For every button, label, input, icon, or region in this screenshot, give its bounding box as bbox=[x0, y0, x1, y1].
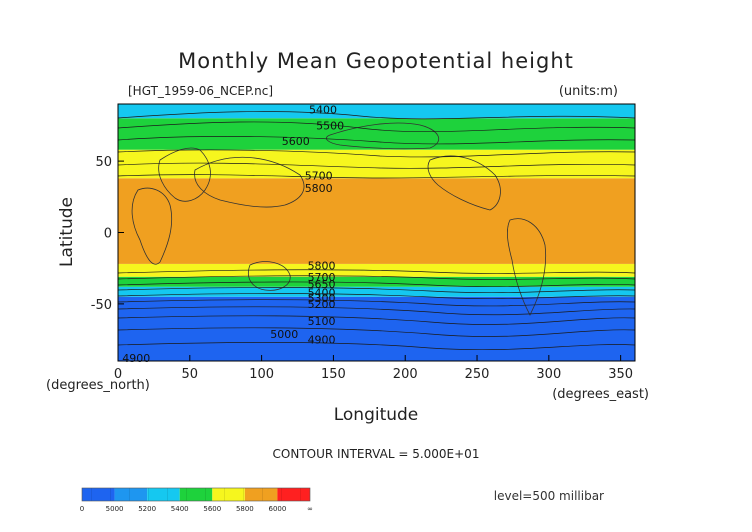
contour-label-14: 4900 bbox=[122, 352, 150, 365]
contour-label-6: 5700 bbox=[308, 271, 336, 284]
color-band-5 bbox=[118, 149, 635, 179]
color-band-2 bbox=[118, 276, 635, 287]
colorbar-swatch-2 bbox=[147, 488, 180, 501]
color-band-7 bbox=[118, 104, 635, 119]
x-tick-label: 300 bbox=[536, 367, 561, 382]
x-tick-label: 100 bbox=[249, 367, 274, 382]
contour-label-12: 5000 bbox=[270, 328, 298, 341]
colorbar-swatch-6 bbox=[277, 488, 310, 501]
x-tick-label: 200 bbox=[393, 367, 418, 382]
contour-label-5: 5800 bbox=[308, 259, 336, 272]
colorbar-tick-label: 5600 bbox=[203, 505, 221, 513]
contour-label-2: 5600 bbox=[282, 135, 310, 148]
contour-label-4: 5800 bbox=[305, 182, 333, 195]
x-tick-label: 150 bbox=[321, 367, 346, 382]
contour-label-9: 5300 bbox=[308, 292, 336, 305]
y-axis-ticks: 50 0 -50 bbox=[91, 155, 124, 313]
coastlines bbox=[131, 122, 547, 316]
contour-label-1: 5500 bbox=[316, 119, 344, 132]
x-tick-label: 0 bbox=[114, 367, 122, 382]
contour-lines bbox=[118, 111, 635, 351]
colorbar-tick-label: ∞ bbox=[307, 505, 313, 513]
colorbar-tick-label: 6000 bbox=[269, 505, 287, 513]
x-tick-label: 50 bbox=[182, 367, 199, 382]
colorbar bbox=[81, 487, 311, 502]
colorbar-tick-label: 5400 bbox=[171, 505, 189, 513]
color-band-6 bbox=[118, 118, 635, 150]
level-text: level=500 millibar bbox=[494, 489, 604, 503]
y-axis-label: Latitude bbox=[57, 197, 77, 267]
color-band-1 bbox=[118, 286, 635, 297]
contour-interval-text: CONTOUR INTERVAL = 5.000E+01 bbox=[273, 447, 480, 461]
contour-label-7: 5650 bbox=[308, 278, 336, 291]
colorbar-tick-label: 5800 bbox=[236, 505, 254, 513]
contour-label-group: 5400550056005700580058005700565054005300… bbox=[122, 104, 344, 365]
y-tick-label: 0 bbox=[104, 227, 112, 242]
contour-label-10: 5200 bbox=[308, 298, 336, 311]
colorbar-frame bbox=[81, 487, 311, 502]
x-unit-label: (degrees_east) bbox=[552, 387, 649, 402]
colorbar-tick-labels: 0 5000 5200 5400 5600 5800 6000 ∞ bbox=[80, 505, 313, 513]
contour-label-0: 5400 bbox=[309, 104, 337, 117]
x-tick-label: 250 bbox=[465, 367, 490, 382]
colorbar-tick-label: 5000 bbox=[106, 505, 124, 513]
contour-label-11: 5100 bbox=[308, 315, 336, 328]
contour-label-3: 5700 bbox=[305, 169, 333, 182]
contour-label-13: 4900 bbox=[308, 334, 336, 347]
chart-title: Monthly Mean Geopotential height bbox=[178, 49, 574, 73]
colorbar-swatch-1 bbox=[114, 488, 148, 501]
colorbar-swatch-0 bbox=[82, 488, 115, 501]
contour-label-8: 5400 bbox=[308, 286, 336, 299]
color-band-4 bbox=[118, 178, 635, 264]
y-tick-label: 50 bbox=[95, 155, 112, 170]
colorbar-swatch-3 bbox=[179, 488, 213, 501]
units-label: (units:m) bbox=[559, 84, 618, 99]
colorbar-tick-label: 0 bbox=[80, 505, 84, 513]
color-band-0 bbox=[118, 296, 635, 361]
colorbar-tick-label: 5200 bbox=[138, 505, 156, 513]
x-tick-label: 350 bbox=[608, 367, 633, 382]
file-label: [HGT_1959-06_NCEP.nc] bbox=[128, 84, 273, 98]
colorbar-swatch-4 bbox=[212, 488, 245, 501]
color-bands bbox=[118, 104, 635, 361]
y-unit-label: (degrees_north) bbox=[46, 378, 150, 393]
x-axis-label: Longitude bbox=[334, 405, 419, 425]
x-axis-ticks: 0 50 100 150 200 250 300 350 bbox=[114, 355, 633, 382]
y-tick-label: -50 bbox=[91, 298, 112, 313]
colorbar-swatch-5 bbox=[244, 488, 278, 501]
